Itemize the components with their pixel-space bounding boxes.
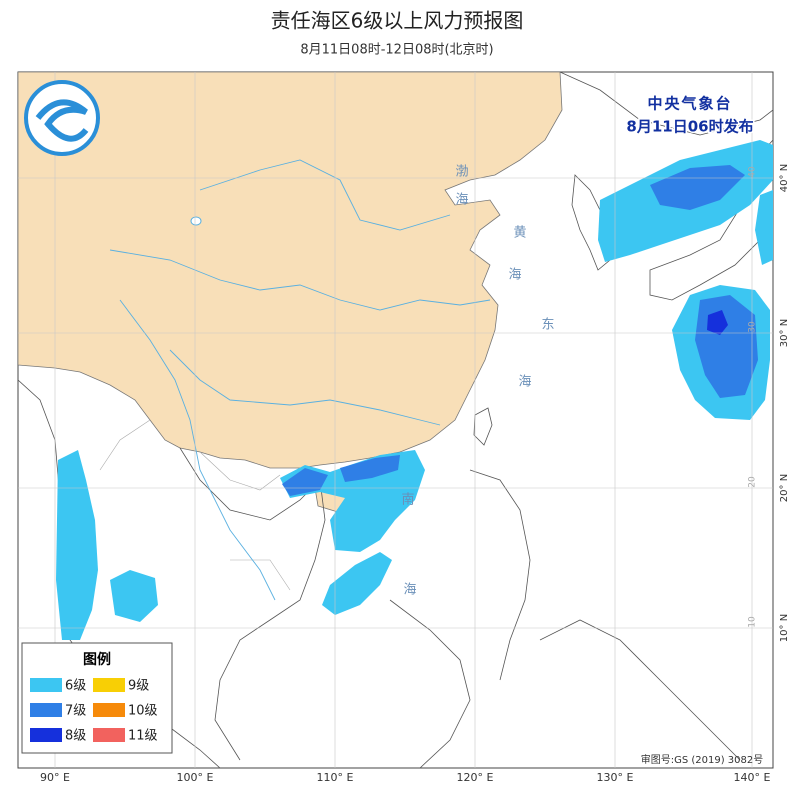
wind-6 [322, 552, 392, 615]
legend-label: 8级 [65, 729, 86, 744]
graticule [18, 72, 773, 768]
latitude-label: 30° N [779, 319, 790, 347]
issuer-name: 中央气象台 [647, 95, 732, 113]
longitude-label: 100° E [177, 771, 214, 784]
legend-swatch [93, 728, 125, 742]
legend-label: 6级 [65, 679, 86, 694]
latitude-label: 40° N [779, 164, 790, 192]
sea-label: 海 [403, 583, 416, 598]
latitude-label: 20° N [779, 474, 790, 502]
legend-items: 6级 9级 7级 10级 8级 11级 [30, 678, 158, 744]
wind-8 [707, 310, 728, 335]
wind-7 [340, 455, 400, 482]
grid-label: 40 [748, 166, 758, 178]
legend-swatch [30, 728, 62, 742]
title: 责任海区6级以上风力预报图 [271, 9, 524, 33]
sea-label: 海 [455, 193, 468, 208]
wind-7 [282, 468, 328, 496]
legend-swatch [93, 678, 125, 692]
sea-label: 南 [401, 492, 414, 508]
latitude-label: 10° N [779, 614, 790, 642]
subtitle: 8月11日08时-12日08时(北京时) [300, 43, 493, 58]
longitude-label: 90° E [40, 771, 70, 784]
legend-title: 图例 [83, 651, 111, 668]
legend-label: 11级 [128, 729, 158, 744]
legend-swatch [30, 678, 62, 692]
legend-label: 7级 [65, 704, 86, 719]
longitude-label: 130° E [597, 771, 634, 784]
grid-label: 10 [748, 616, 758, 628]
grid-label: 20 [748, 476, 758, 488]
wind-6 [56, 450, 98, 640]
sea-label: 海 [518, 375, 531, 390]
sea-label: 黄 [513, 226, 526, 241]
longitude-label: 140° E [734, 771, 771, 784]
wind-6 [755, 190, 773, 265]
wind-7 [650, 165, 745, 210]
legend-label: 10级 [128, 704, 158, 719]
wind-6 [110, 570, 158, 622]
longitude-label: 110° E [317, 771, 354, 784]
grid-label: 30 [748, 321, 758, 333]
legend-label: 9级 [128, 679, 149, 694]
longitude-label: 120° E [457, 771, 494, 784]
footer: 审图号:GS (2019) 3082号 [641, 753, 764, 766]
sea-label: 渤 [455, 164, 468, 180]
issuer-time: 8月11日06时发布 [626, 118, 753, 136]
logo [24, 80, 100, 156]
wind-areas [56, 140, 773, 640]
legend-swatch [93, 703, 125, 717]
sea-label: 东 [541, 318, 554, 333]
sea-label: 海 [508, 268, 521, 283]
china-land [18, 72, 563, 469]
legend-swatch [30, 703, 62, 717]
